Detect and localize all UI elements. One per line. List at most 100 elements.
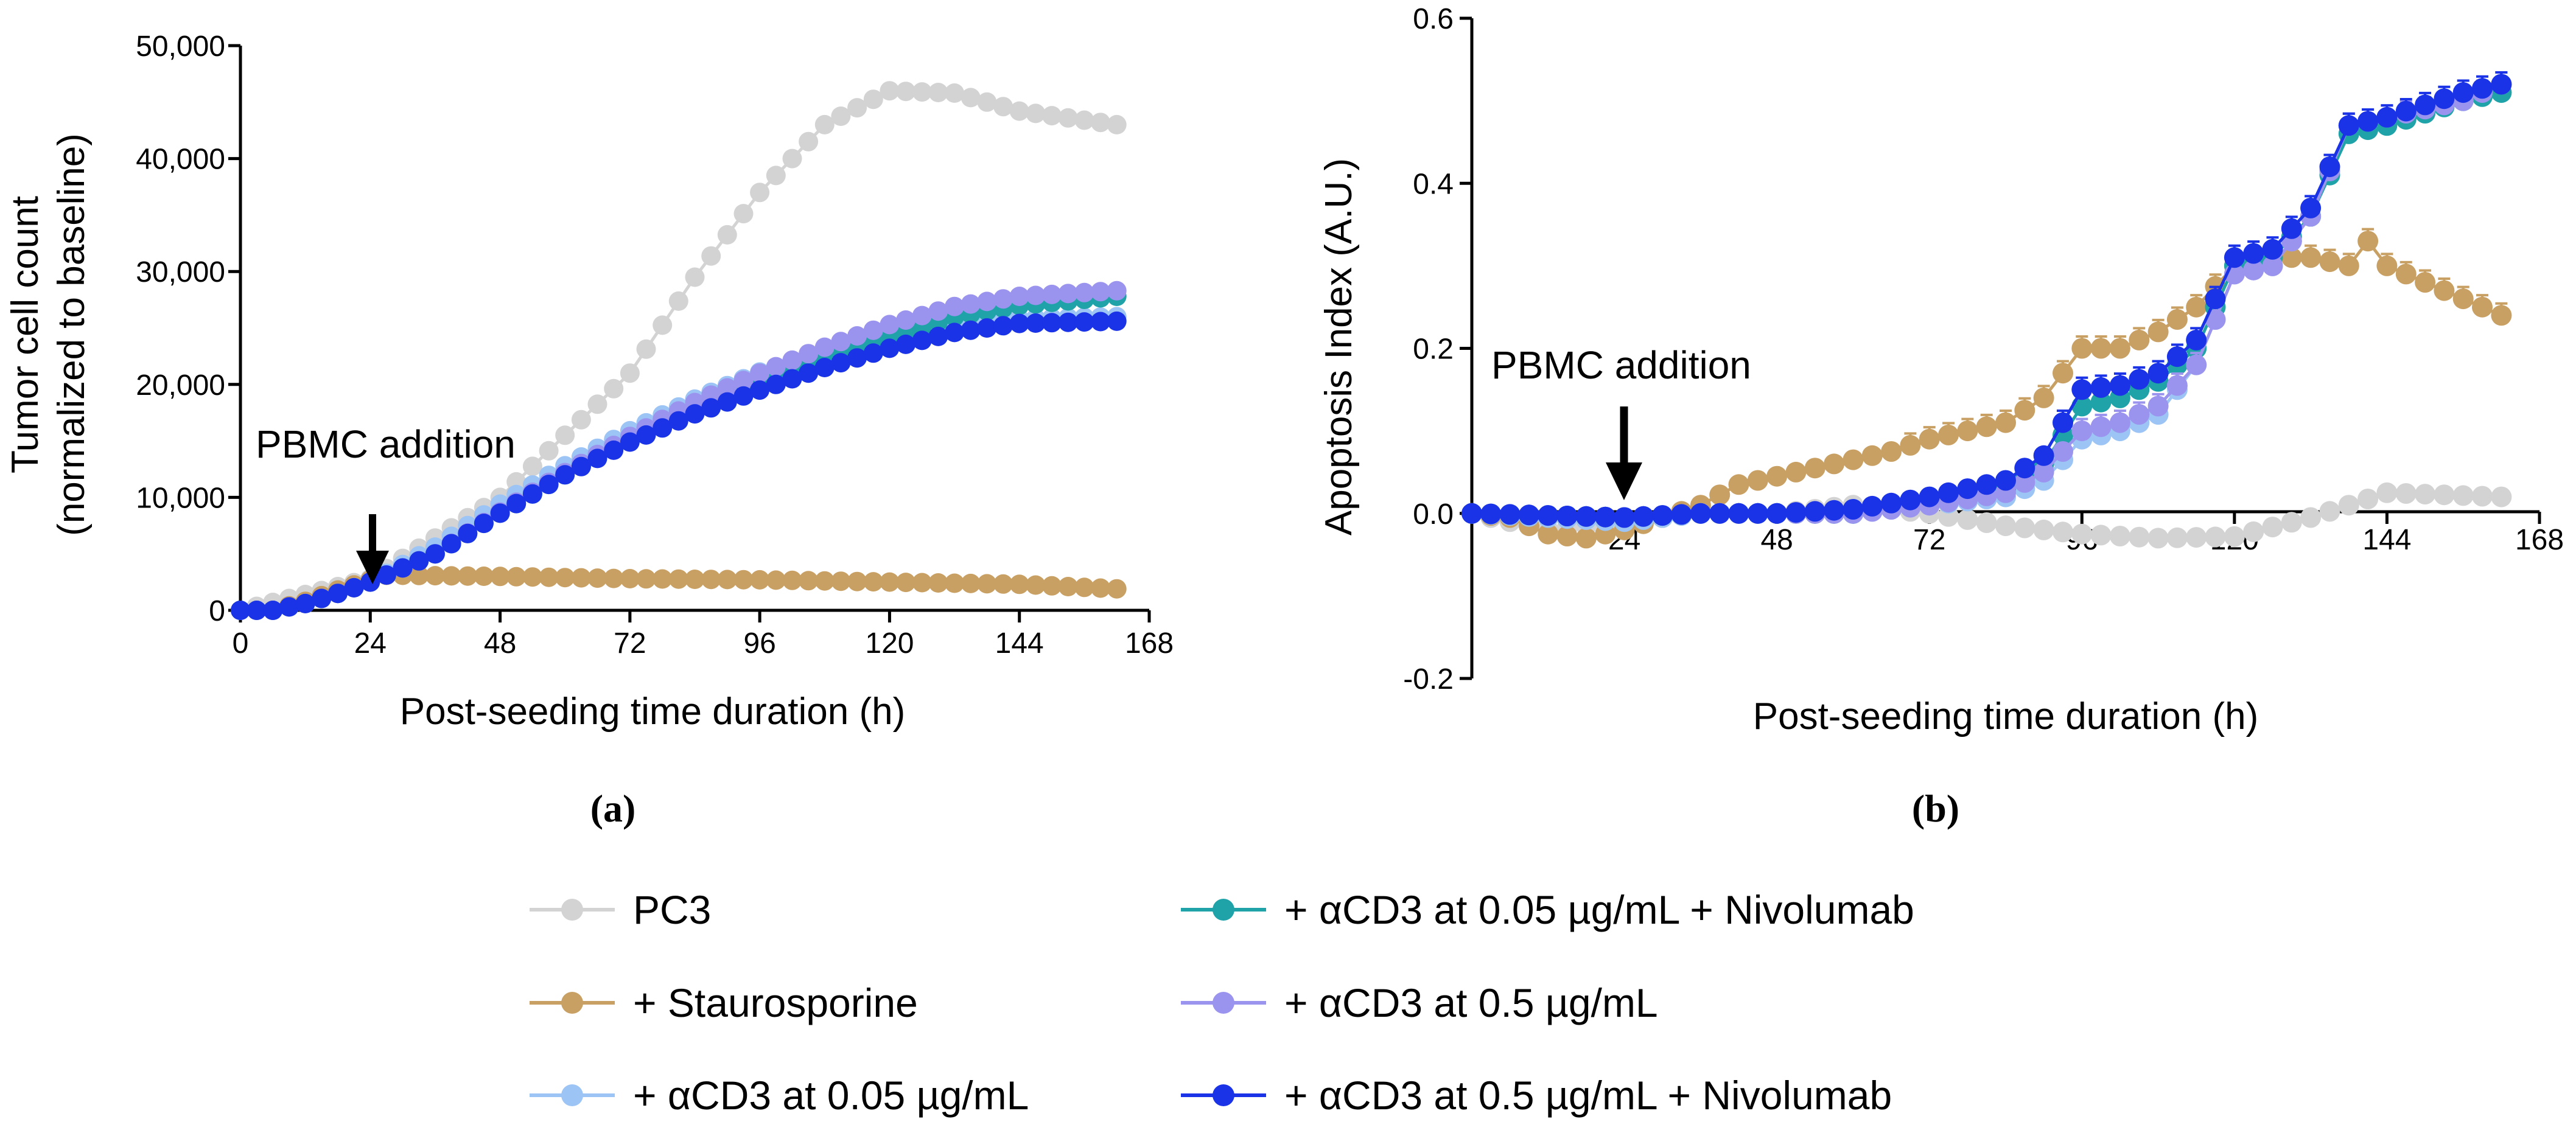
panel-b-data-point	[2147, 396, 2169, 417]
panel-a-x-tick-label: 48	[484, 627, 516, 660]
panel-a-data-point	[1107, 114, 1127, 134]
panel-b-data-point	[1881, 441, 1902, 462]
panel-a-data-point	[733, 204, 754, 224]
panel-a-x-tick-label: 144	[995, 627, 1044, 660]
panel-b-data-point	[1919, 486, 1940, 507]
panel-b-data-point	[1785, 461, 1807, 483]
panel-a-data-point	[328, 584, 348, 604]
panel-b-data-point	[2147, 321, 2169, 343]
panel-b-y-tick-label: 0.0	[1413, 498, 1454, 531]
panel-a-data-point	[701, 398, 721, 418]
panel-a-data-point	[831, 353, 851, 373]
panel-b-x-tick-label: 144	[2362, 524, 2411, 556]
panel-a-data-point	[750, 570, 770, 590]
panel-a-data-point	[587, 394, 607, 414]
panel-a-data-point	[231, 601, 250, 620]
panel-b-data-point	[1766, 503, 1788, 524]
panel-a-data-point	[571, 410, 591, 430]
panel-b-data-point	[2205, 288, 2226, 310]
legend-marker	[561, 1084, 583, 1106]
panel-b-data-point	[2319, 251, 2340, 273]
panel-b-data-point	[2186, 527, 2207, 548]
panel-b-data-point	[2166, 309, 2188, 330]
panel-b-data-point	[2452, 288, 2474, 310]
panel-b-pbmc-annotation: PBMC addition	[1491, 343, 1751, 387]
panel-a-data-point	[636, 339, 656, 359]
panel-b-data-point	[2129, 526, 2150, 548]
panel-b-data-point	[2281, 512, 2302, 533]
panel-b-data-point	[1824, 500, 1845, 521]
panel-a-data-point	[1107, 579, 1127, 599]
panel-a-x-axis-title: Post-seeding time duration (h)	[400, 691, 906, 733]
panel-a-data-point	[782, 350, 802, 370]
panel-a-data-point	[1058, 108, 1078, 128]
panel-a-data-point	[961, 573, 981, 593]
legend-item: PC3	[530, 887, 711, 932]
panel-a-data-point	[847, 571, 867, 591]
panel-a-data-point	[668, 411, 688, 431]
panel-b-data-point	[2147, 528, 2169, 549]
panel-b-data-point	[2243, 243, 2264, 264]
panel-a-data-point	[1042, 576, 1062, 596]
panel-a-data-point	[928, 301, 948, 321]
panel-a-data-point	[961, 320, 981, 340]
panel-a-data-point	[863, 343, 883, 363]
panel-a-data-point	[928, 326, 948, 346]
panel-a-data-point	[1091, 312, 1110, 332]
panel-a-data-point	[782, 570, 802, 590]
panel-a-data-point	[1091, 282, 1110, 302]
panel-b-data-point	[2071, 523, 2093, 545]
panel-a-data-point	[928, 573, 948, 593]
panel-a-data-point	[247, 601, 267, 620]
panel-a-data-point	[863, 572, 883, 592]
panel-a-data-point	[1074, 577, 1094, 598]
panel-b-data-point	[2014, 472, 2035, 493]
panel-b-data-point	[2109, 526, 2130, 546]
panel-a-data-point	[701, 570, 721, 590]
panel-a-x-tick-label: 96	[743, 627, 775, 660]
panel-a-data-point	[604, 568, 624, 588]
panel-b-data-point	[2395, 263, 2417, 285]
panel-b-data-point	[2053, 363, 2073, 384]
panel-a-data-point	[474, 566, 494, 586]
panel-a-data-point	[620, 432, 640, 452]
panel-b-data-point	[2033, 519, 2054, 540]
panel-b-data-point	[1575, 528, 1597, 549]
panel-b-data-point	[1900, 434, 1921, 456]
panel-a-data-point	[636, 569, 656, 589]
panel-a-data-point	[896, 82, 916, 102]
panel-b-data-point	[1976, 416, 1997, 438]
panel-a-series-2	[231, 565, 1127, 620]
panel-a-data-point	[668, 569, 688, 589]
panel-b-data-point	[1843, 449, 1864, 470]
panel-b-data-point	[2395, 100, 2417, 122]
panel-a-data-point	[799, 344, 819, 364]
panel-b-data-point	[2166, 527, 2188, 548]
panel-b-data-point	[2452, 82, 2474, 103]
panel-b-data-point	[2053, 521, 2073, 543]
panel-a-data-point	[945, 296, 965, 316]
panel-b-data-point	[1824, 453, 1845, 475]
panel-a-data-point	[393, 558, 413, 578]
legend-label: + αCD3 at 0.5 µg/mL + Nivolumab	[1284, 1073, 1892, 1118]
panel-b-data-point	[1938, 424, 1959, 445]
panel-b-data-point	[2338, 115, 2359, 136]
panel-a-data-point	[912, 82, 932, 102]
panel-a-data-point	[1107, 311, 1127, 331]
panel-b-data-point	[1538, 523, 1559, 545]
panel-a-data-point	[766, 357, 786, 377]
panel-a-data-point	[717, 225, 737, 245]
panel-b-data-point	[2090, 525, 2112, 546]
panel-b-data-point	[2415, 484, 2436, 505]
panel-a-data-point	[766, 570, 786, 590]
panel-b-data-point	[2472, 486, 2493, 507]
panel-a-data-point	[653, 315, 673, 335]
panel-a-data-point	[1107, 281, 1127, 301]
panel-b-data-point	[1957, 420, 1978, 442]
panel-b-data-point	[2491, 486, 2512, 507]
panel-a-data-point	[945, 83, 965, 103]
panel-b-data-point	[1633, 506, 1654, 527]
panel-a-data-point	[571, 568, 591, 588]
panel-a-data-point	[458, 523, 478, 543]
panel-a-data-point	[977, 574, 997, 594]
